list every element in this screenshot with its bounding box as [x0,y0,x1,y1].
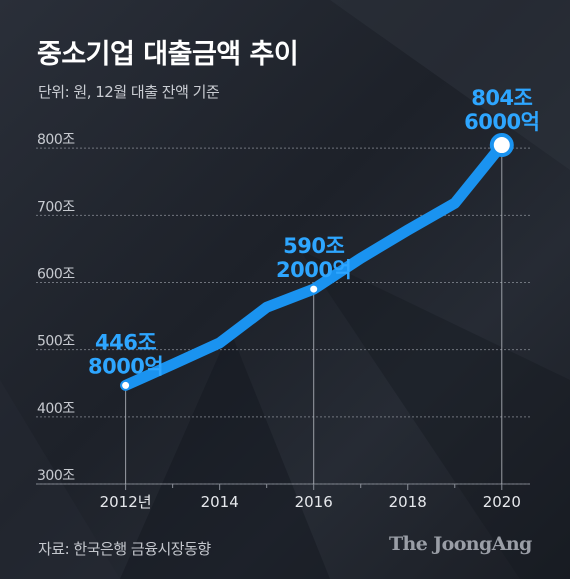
y-tick-label: 500조 [37,334,75,350]
x-tick-label: 2016 [295,493,333,511]
y-tick-label: 700조 [37,199,75,215]
x-tick-label: 2014 [201,493,239,511]
y-tick-label: 600조 [37,266,75,282]
data-point-marker [489,133,514,158]
data-label-line2: 2000억 [276,258,351,282]
y-tick-label: 800조 [37,132,75,148]
publisher-logo: The JoongAng [389,533,532,555]
data-label-line2: 8000억 [88,354,163,378]
source-note: 자료: 한국은행 금융시장동향 [38,540,211,558]
x-tick-label: 2012년 [100,493,152,511]
x-tick-label: 2018 [389,493,427,511]
data-label-line1: 804조 [471,86,532,110]
y-tick-label: 400조 [37,401,75,417]
data-point-marker [310,285,318,293]
x-tick-label: 2020 [483,493,521,511]
chart-title: 중소기업 대출금액 추이 [37,39,299,70]
data-label-line1: 590조 [283,234,344,258]
chart-subtitle: 단위: 원, 12월 대출 잔액 기준 [38,83,220,101]
data-point-marker [122,381,130,389]
data-label-line1: 446조 [95,330,156,354]
data-label-line2: 6000억 [464,110,539,134]
y-tick-label: 300조 [37,468,75,484]
